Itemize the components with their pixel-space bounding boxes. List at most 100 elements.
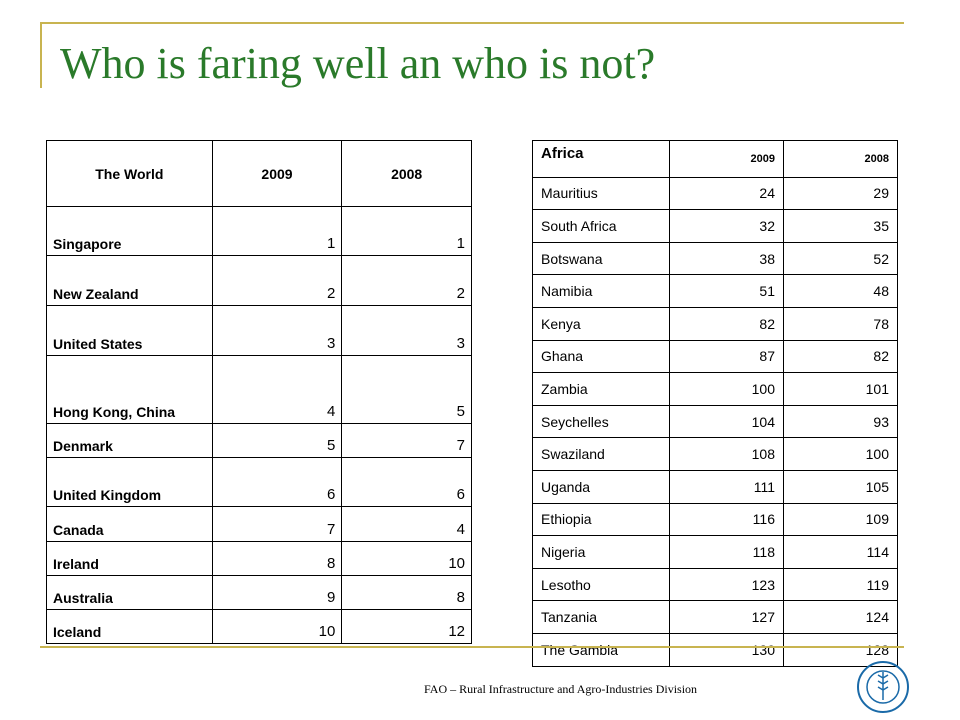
table-row: Ethiopia 116 109: [532, 502, 898, 537]
table-row: United States 3 3: [46, 305, 472, 356]
rank-2008-cell: 4: [341, 506, 472, 542]
rank-2009-cell: 8: [211, 541, 343, 576]
table-row: The Gambia 130 128: [532, 632, 898, 667]
rank-2009-cell: 10: [211, 609, 343, 644]
rank-2008-cell: 119: [783, 567, 898, 602]
rank-2008-cell: 109: [783, 502, 898, 537]
table-row: Namibia 51 48: [532, 274, 898, 308]
header-cell: The World: [46, 140, 213, 207]
bottom-divider: [40, 646, 904, 648]
country-cell: South Africa: [532, 209, 670, 243]
table-row: Kenya 82 78: [532, 306, 898, 341]
country-cell: The Gambia: [532, 632, 670, 667]
table-row: Mauritius 24 29: [532, 176, 898, 211]
table-row: Lesotho 123 119: [532, 567, 898, 602]
table-row: Zambia 100 101: [532, 372, 898, 406]
rank-2008-cell: 128: [783, 632, 898, 667]
country-cell: United Kingdom: [46, 457, 213, 507]
header-cell: 2009: [211, 140, 343, 207]
country-cell: Lesotho: [532, 567, 670, 602]
country-cell: Tanzania: [532, 600, 670, 634]
world-ranking-table: The World 2009 2008 Singapore 1 1 New Ze…: [46, 140, 472, 644]
rank-2008-cell: 8: [341, 575, 472, 610]
country-cell: Ghana: [532, 339, 670, 374]
rank-2009-cell: 127: [669, 600, 784, 634]
rank-2009-cell: 108: [669, 437, 784, 471]
rank-2008-cell: 1: [341, 206, 472, 256]
table-row: New Zealand 2 2: [46, 255, 472, 306]
rank-2008-cell: 105: [783, 469, 898, 504]
rank-2009-cell: 3: [211, 305, 343, 356]
header-cell: 2008: [783, 140, 898, 178]
top-divider: [40, 22, 904, 24]
table-row: South Africa 32 35: [532, 209, 898, 243]
country-cell: Seychelles: [532, 404, 670, 439]
footer-text: FAO – Rural Infrastructure and Agro-Indu…: [424, 682, 698, 696]
country-cell: Australia: [46, 575, 213, 610]
rank-2009-cell: 7: [211, 506, 343, 542]
rank-2008-cell: 12: [341, 609, 472, 644]
header-cell: Africa: [532, 140, 670, 178]
country-cell: Denmark: [46, 423, 213, 458]
country-cell: New Zealand: [46, 255, 213, 306]
country-cell: Ethiopia: [532, 502, 670, 537]
country-cell: Botswana: [532, 241, 670, 276]
rank-2009-cell: 123: [669, 567, 784, 602]
table-row: Canada 7 4: [46, 506, 472, 542]
rank-2009-cell: 6: [211, 457, 343, 507]
country-cell: Namibia: [532, 274, 670, 308]
rank-2008-cell: 114: [783, 535, 898, 569]
table-row: Denmark 5 7: [46, 423, 472, 458]
country-cell: Kenya: [532, 306, 670, 341]
fao-logo-icon: [857, 661, 909, 713]
table-row: Botswana 38 52: [532, 241, 898, 276]
rank-2008-cell: 5: [341, 355, 472, 424]
rank-2008-cell: 124: [783, 600, 898, 634]
rank-2008-cell: 2: [341, 255, 472, 306]
table-row: Ireland 8 10: [46, 541, 472, 576]
rank-2008-cell: 3: [341, 305, 472, 356]
rank-2009-cell: 9: [211, 575, 343, 610]
africa-ranking-table: Africa 2009 2008 Mauritius 24 29 South A…: [532, 140, 898, 667]
rank-2009-cell: 130: [669, 632, 784, 667]
rank-2009-cell: 118: [669, 535, 784, 569]
country-cell: Ireland: [46, 541, 213, 576]
table-row: Nigeria 118 114: [532, 535, 898, 569]
header-cell: 2009: [669, 140, 784, 178]
rank-2008-cell: 10: [341, 541, 472, 576]
table-row: Hong Kong, China 4 5: [46, 355, 472, 424]
table-row: Iceland 10 12: [46, 609, 472, 644]
table-row: Seychelles 104 93: [532, 404, 898, 439]
rank-2008-cell: 93: [783, 404, 898, 439]
rank-2008-cell: 100: [783, 437, 898, 471]
rank-2008-cell: 7: [341, 423, 472, 458]
rank-2009-cell: 111: [669, 469, 784, 504]
table-row: Uganda 111 105: [532, 469, 898, 504]
rank-2009-cell: 24: [669, 176, 784, 211]
country-cell: Nigeria: [532, 535, 670, 569]
left-divider: [40, 22, 42, 88]
rank-2009-cell: 100: [669, 372, 784, 406]
slide-title: Who is faring well an who is not?: [60, 39, 656, 88]
table-row: United Kingdom 6 6: [46, 457, 472, 507]
table-row: Swaziland 108 100: [532, 437, 898, 471]
rank-2008-cell: 101: [783, 372, 898, 406]
table-row: Tanzania 127 124: [532, 600, 898, 634]
table-row: Singapore 1 1: [46, 206, 472, 256]
table-header-row: The World 2009 2008: [46, 140, 472, 207]
rank-2008-cell: 35: [783, 209, 898, 243]
table-header-row: Africa 2009 2008: [532, 140, 898, 178]
country-cell: Mauritius: [532, 176, 670, 211]
rank-2009-cell: 4: [211, 355, 343, 424]
rank-2009-cell: 32: [669, 209, 784, 243]
rank-2009-cell: 1: [211, 206, 343, 256]
country-cell: Iceland: [46, 609, 213, 644]
rank-2009-cell: 116: [669, 502, 784, 537]
rank-2009-cell: 2: [211, 255, 343, 306]
table-row: Ghana 87 82: [532, 339, 898, 374]
country-cell: Swaziland: [532, 437, 670, 471]
country-cell: United States: [46, 305, 213, 356]
country-cell: Singapore: [46, 206, 213, 256]
country-cell: Hong Kong, China: [46, 355, 213, 424]
rank-2008-cell: 29: [783, 176, 898, 211]
